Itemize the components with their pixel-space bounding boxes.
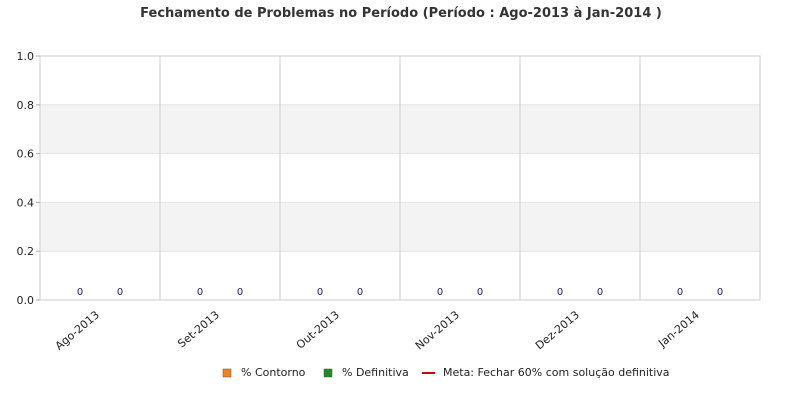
y-axis-ticks: 0.0 0.2 0.4 0.6 0.8 1.0	[17, 50, 40, 307]
data-label: 0	[677, 287, 683, 298]
data-label: 0	[597, 287, 603, 298]
y-tick-label: 0.4	[17, 196, 35, 209]
data-label: 0	[317, 287, 323, 298]
data-label: 0	[117, 287, 123, 298]
data-label: 0	[237, 287, 243, 298]
data-label: 0	[77, 287, 83, 298]
data-label: 0	[357, 287, 363, 298]
x-tick-label: Dez-2013	[533, 308, 582, 352]
x-tick-label: Ago-2013	[53, 308, 102, 352]
legend-swatch-contorno	[222, 368, 232, 378]
y-tick-label: 0.6	[17, 148, 35, 161]
data-labels: 0 0 0 0 0 0 0 0 0 0 0 0	[77, 287, 723, 298]
y-tick-label: 1.0	[17, 50, 35, 63]
data-label: 0	[717, 287, 723, 298]
data-label: 0	[557, 287, 563, 298]
data-label: 0	[437, 287, 443, 298]
legend-label-contorno[interactable]: % Contorno	[241, 366, 306, 379]
data-label: 0	[477, 287, 483, 298]
x-tick-label: Jan-2014	[655, 308, 702, 350]
data-label: 0	[197, 287, 203, 298]
y-tick-label: 0.2	[17, 245, 35, 258]
y-tick-label: 0.0	[17, 294, 35, 307]
legend: % Contorno % Definitiva Meta: Fechar 60%…	[222, 366, 670, 379]
plot-frame	[39, 55, 761, 301]
chart-title: Fechamento de Problemas no Período (Perí…	[140, 6, 662, 21]
x-tick-label: Out-2013	[294, 308, 342, 351]
x-tick-label: Nov-2013	[413, 308, 462, 352]
vertical-gridlines	[159, 56, 641, 300]
legend-swatch-definitiva	[323, 368, 333, 378]
legend-label-definitiva[interactable]: % Definitiva	[342, 366, 409, 379]
x-tick-label: Set-2013	[175, 308, 222, 350]
legend-label-meta[interactable]: Meta: Fechar 60% com solução definitiva	[443, 366, 670, 379]
y-tick-label: 0.8	[17, 99, 35, 112]
plot-border	[39, 55, 761, 301]
x-axis-ticks: Ago-2013 Set-2013 Out-2013 Nov-2013 Dez-2013…	[53, 308, 702, 352]
